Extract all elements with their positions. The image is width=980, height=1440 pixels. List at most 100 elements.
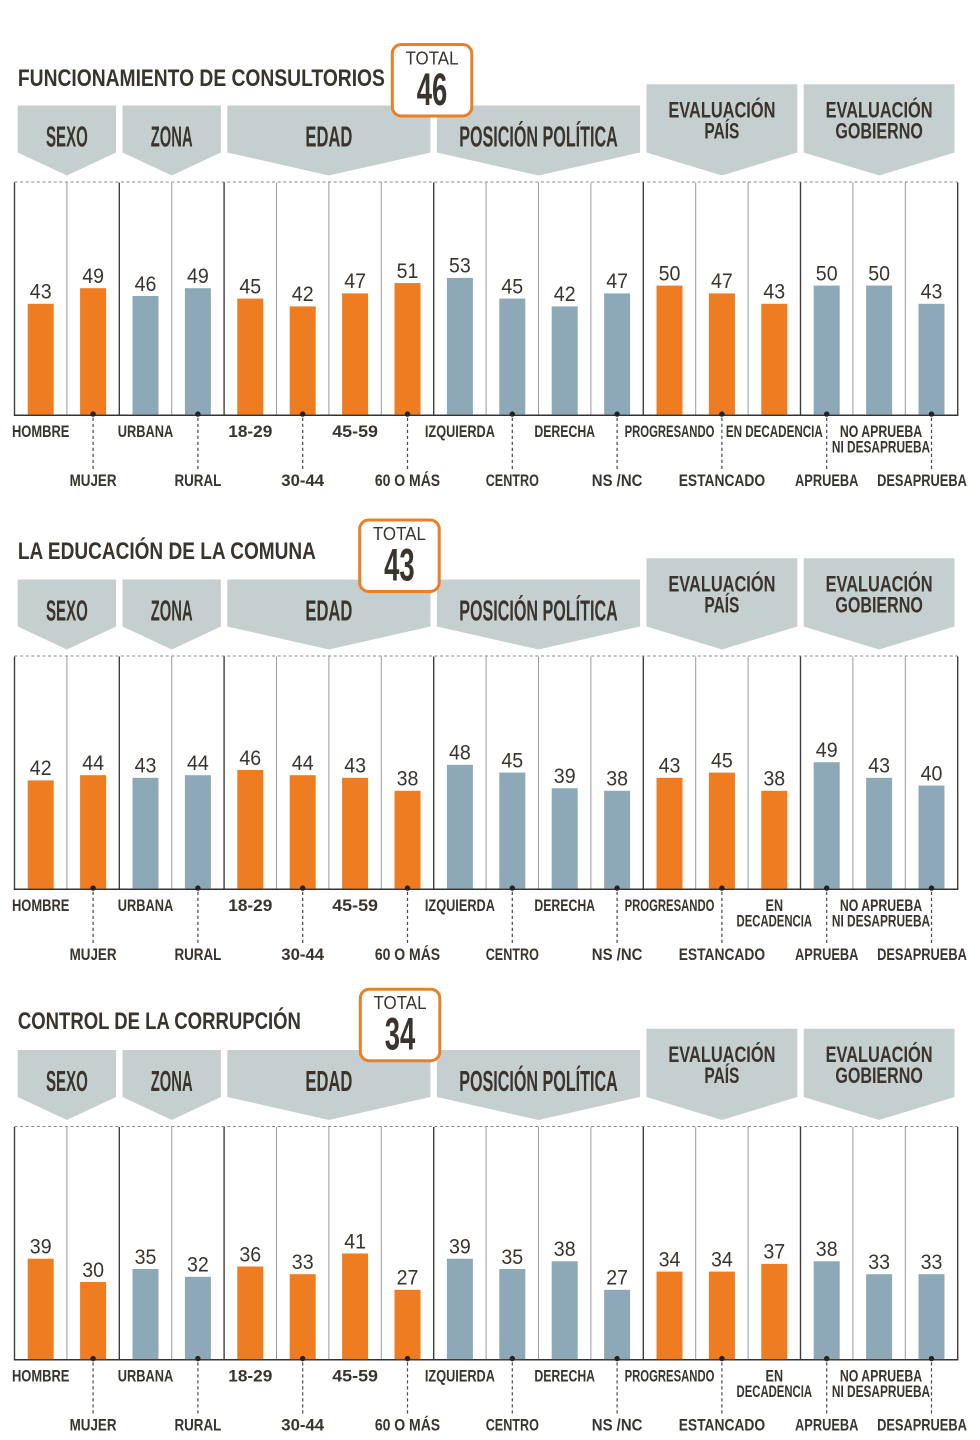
svg-text:42: 42: [292, 283, 314, 306]
svg-text:47: 47: [711, 270, 733, 293]
svg-text:NS /NC: NS /NC: [592, 945, 643, 964]
svg-text:SEXO: SEXO: [46, 596, 88, 628]
svg-text:DERECHA: DERECHA: [534, 1367, 595, 1386]
svg-text:DERECHA: DERECHA: [534, 422, 595, 441]
svg-text:45: 45: [239, 275, 261, 298]
svg-text:PAÍS: PAÍS: [704, 1063, 739, 1088]
svg-text:18-29: 18-29: [228, 1367, 272, 1386]
svg-text:50: 50: [659, 262, 681, 285]
svg-text:32: 32: [187, 1254, 209, 1277]
svg-text:43: 43: [868, 755, 890, 778]
svg-text:43: 43: [763, 281, 785, 304]
svg-text:53: 53: [449, 255, 471, 278]
svg-text:34: 34: [385, 1009, 416, 1060]
svg-text:APRUEBA: APRUEBA: [795, 1416, 858, 1435]
svg-text:27: 27: [397, 1267, 419, 1290]
svg-text:NI DESAPRUEBA: NI DESAPRUEBA: [832, 438, 930, 457]
svg-text:EN: EN: [766, 1367, 784, 1386]
svg-text:RURAL: RURAL: [174, 471, 221, 490]
svg-text:SEXO: SEXO: [46, 1066, 88, 1098]
svg-text:HOMBRE: HOMBRE: [12, 422, 70, 441]
svg-text:60 O MÁS: 60 O MÁS: [375, 1416, 440, 1435]
svg-text:EVALUACIÓN: EVALUACIÓN: [668, 1042, 775, 1067]
svg-text:ZONA: ZONA: [151, 596, 193, 628]
svg-text:43: 43: [921, 281, 943, 304]
svg-text:46: 46: [135, 273, 157, 296]
svg-text:URBANA: URBANA: [118, 1367, 174, 1386]
svg-text:42: 42: [554, 283, 576, 306]
svg-text:POSICIÓN POLÍTICA: POSICIÓN POLÍTICA: [459, 1064, 618, 1098]
svg-text:DESAPRUEBA: DESAPRUEBA: [877, 471, 967, 490]
svg-text:18-29: 18-29: [228, 422, 272, 441]
svg-text:RURAL: RURAL: [174, 945, 221, 964]
svg-text:EDAD: EDAD: [305, 596, 352, 628]
svg-text:CONTROL DE LA CORRUPCIÓN: CONTROL DE LA CORRUPCIÓN: [18, 1007, 301, 1035]
svg-text:EDAD: EDAD: [305, 122, 352, 154]
svg-text:EVALUACIÓN: EVALUACIÓN: [668, 98, 775, 123]
svg-text:38: 38: [554, 1238, 576, 1261]
svg-text:IZQUIERDA: IZQUIERDA: [425, 422, 495, 441]
svg-text:SEXO: SEXO: [46, 122, 88, 154]
svg-text:48: 48: [449, 742, 471, 765]
svg-text:DESAPRUEBA: DESAPRUEBA: [877, 1416, 967, 1435]
svg-text:NS /NC: NS /NC: [592, 1416, 643, 1435]
svg-text:60 O MÁS: 60 O MÁS: [375, 945, 440, 964]
svg-text:47: 47: [344, 270, 366, 293]
svg-text:30: 30: [82, 1259, 104, 1282]
svg-text:47: 47: [606, 270, 628, 293]
svg-text:LA EDUCACIÓN DE LA COMUNA: LA EDUCACIÓN DE LA COMUNA: [18, 537, 316, 565]
svg-text:35: 35: [135, 1246, 157, 1269]
svg-text:EN: EN: [766, 896, 784, 915]
svg-text:36: 36: [239, 1243, 261, 1266]
svg-text:NS /NC: NS /NC: [592, 471, 643, 490]
svg-text:ZONA: ZONA: [151, 1066, 193, 1098]
svg-text:EN DECADENCIA: EN DECADENCIA: [726, 422, 823, 441]
svg-text:PROGRESANDO: PROGRESANDO: [625, 422, 715, 441]
svg-text:PROGRESANDO: PROGRESANDO: [625, 1367, 715, 1386]
svg-text:ESTANCADO: ESTANCADO: [679, 471, 765, 490]
svg-text:GOBIERNO: GOBIERNO: [835, 593, 923, 618]
svg-text:30-44: 30-44: [281, 945, 324, 964]
svg-text:40: 40: [921, 762, 943, 785]
svg-text:EVALUACIÓN: EVALUACIÓN: [826, 1042, 933, 1067]
svg-text:42: 42: [30, 757, 52, 780]
svg-text:EVALUACIÓN: EVALUACIÓN: [826, 572, 933, 597]
svg-text:APRUEBA: APRUEBA: [795, 471, 858, 490]
svg-text:41: 41: [344, 1230, 366, 1253]
svg-text:TOTAL: TOTAL: [373, 524, 426, 544]
svg-text:45-59: 45-59: [332, 896, 378, 915]
svg-text:NI DESAPRUEBA: NI DESAPRUEBA: [832, 1382, 930, 1401]
svg-text:43: 43: [135, 755, 157, 778]
svg-text:27: 27: [606, 1267, 628, 1290]
svg-text:ESTANCADO: ESTANCADO: [679, 945, 765, 964]
svg-text:46: 46: [239, 747, 261, 770]
svg-text:43: 43: [384, 540, 415, 591]
svg-text:POSICIÓN POLÍTICA: POSICIÓN POLÍTICA: [459, 594, 618, 628]
svg-text:DECADENCIA: DECADENCIA: [737, 912, 813, 931]
svg-text:DESAPRUEBA: DESAPRUEBA: [877, 945, 967, 964]
svg-text:33: 33: [921, 1251, 943, 1274]
svg-text:60 O MÁS: 60 O MÁS: [375, 471, 440, 490]
svg-text:POSICIÓN POLÍTICA: POSICIÓN POLÍTICA: [459, 120, 618, 154]
svg-text:49: 49: [816, 739, 838, 762]
svg-text:HOMBRE: HOMBRE: [12, 896, 70, 915]
svg-text:38: 38: [397, 768, 419, 791]
svg-text:EDAD: EDAD: [305, 1066, 352, 1098]
svg-text:35: 35: [501, 1246, 523, 1269]
svg-text:39: 39: [554, 765, 576, 788]
svg-text:MUJER: MUJER: [70, 1416, 117, 1435]
svg-text:30-44: 30-44: [281, 1416, 324, 1435]
svg-text:TOTAL: TOTAL: [406, 48, 459, 68]
svg-text:URBANA: URBANA: [118, 896, 174, 915]
svg-text:ZONA: ZONA: [151, 122, 193, 154]
svg-text:49: 49: [187, 265, 209, 288]
svg-text:50: 50: [868, 262, 890, 285]
svg-text:43: 43: [30, 281, 52, 304]
svg-text:MUJER: MUJER: [70, 471, 117, 490]
svg-text:46: 46: [417, 64, 448, 115]
svg-text:39: 39: [449, 1236, 471, 1259]
svg-text:43: 43: [344, 755, 366, 778]
svg-text:CENTRO: CENTRO: [486, 1416, 539, 1435]
svg-text:NO APRUEBA: NO APRUEBA: [840, 422, 922, 441]
svg-text:45: 45: [501, 275, 523, 298]
